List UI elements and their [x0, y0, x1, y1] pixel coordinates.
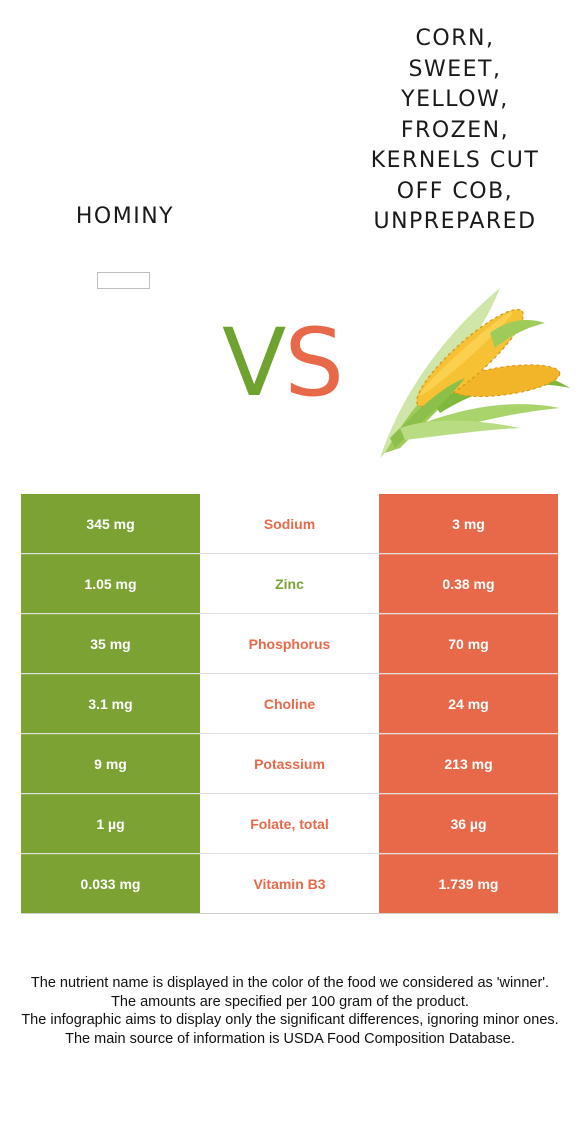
nutrient-name: Choline: [200, 674, 379, 733]
food1-value: 345 mg: [21, 494, 200, 553]
food2-value: 24 mg: [379, 674, 558, 733]
food2-value: 1.739 mg: [379, 854, 558, 913]
table-row: 3.1 mg Choline 24 mg: [21, 674, 558, 734]
vs-v: V: [222, 309, 286, 418]
footer-notes: The nutrient name is displayed in the co…: [12, 974, 568, 1048]
nutrient-name: Sodium: [200, 494, 379, 553]
food2-value: 213 mg: [379, 734, 558, 793]
food1-value: 9 mg: [21, 734, 200, 793]
nutrient-name: Phosphorus: [200, 614, 379, 673]
food2-value: 36 µg: [379, 794, 558, 853]
footer-line: The nutrient name is displayed in the co…: [30, 975, 550, 991]
vs-s: S: [284, 309, 344, 418]
food1-value: 0.033 mg: [21, 854, 200, 913]
nutrient-name: Folate, total: [200, 794, 379, 853]
table-row: 1 µg Folate, total 36 µg: [21, 794, 558, 854]
table-row: 1.05 mg Zinc 0.38 mg: [21, 554, 558, 614]
food1-value: 3.1 mg: [21, 674, 200, 733]
food2-title: CORN, SWEET, YELLOW, FROZEN, KERNELS CUT…: [370, 26, 540, 234]
food1-value: 1 µg: [21, 794, 200, 853]
comparison-table: 345 mg Sodium 3 mg 1.05 mg Zinc 0.38 mg …: [21, 494, 558, 914]
food2-value: 70 mg: [379, 614, 558, 673]
nutrient-name: Vitamin B3: [200, 854, 379, 913]
food2-value: 0.38 mg: [379, 554, 558, 613]
food1-image-placeholder: [97, 272, 150, 289]
corn-image: [380, 288, 570, 458]
footer-line: The infographic aims to display only the…: [21, 1012, 559, 1028]
food1-title: Hominy: [75, 204, 175, 229]
footer-line: The amounts are specified per 100 gram o…: [111, 993, 469, 1010]
table-row: 345 mg Sodium 3 mg: [21, 494, 558, 554]
nutrient-name: Potassium: [200, 734, 379, 793]
footer-line: The main source of information is USDA F…: [65, 1030, 515, 1047]
table-row: 9 mg Potassium 213 mg: [21, 734, 558, 794]
vs-label: VS: [222, 314, 344, 414]
food2-value: 3 mg: [379, 494, 558, 553]
table-row: 0.033 mg Vitamin B3 1.739 mg: [21, 854, 558, 914]
food1-value: 1.05 mg: [21, 554, 200, 613]
table-row: 35 mg Phosphorus 70 mg: [21, 614, 558, 674]
nutrient-name: Zinc: [200, 554, 379, 613]
food1-value: 35 mg: [21, 614, 200, 673]
